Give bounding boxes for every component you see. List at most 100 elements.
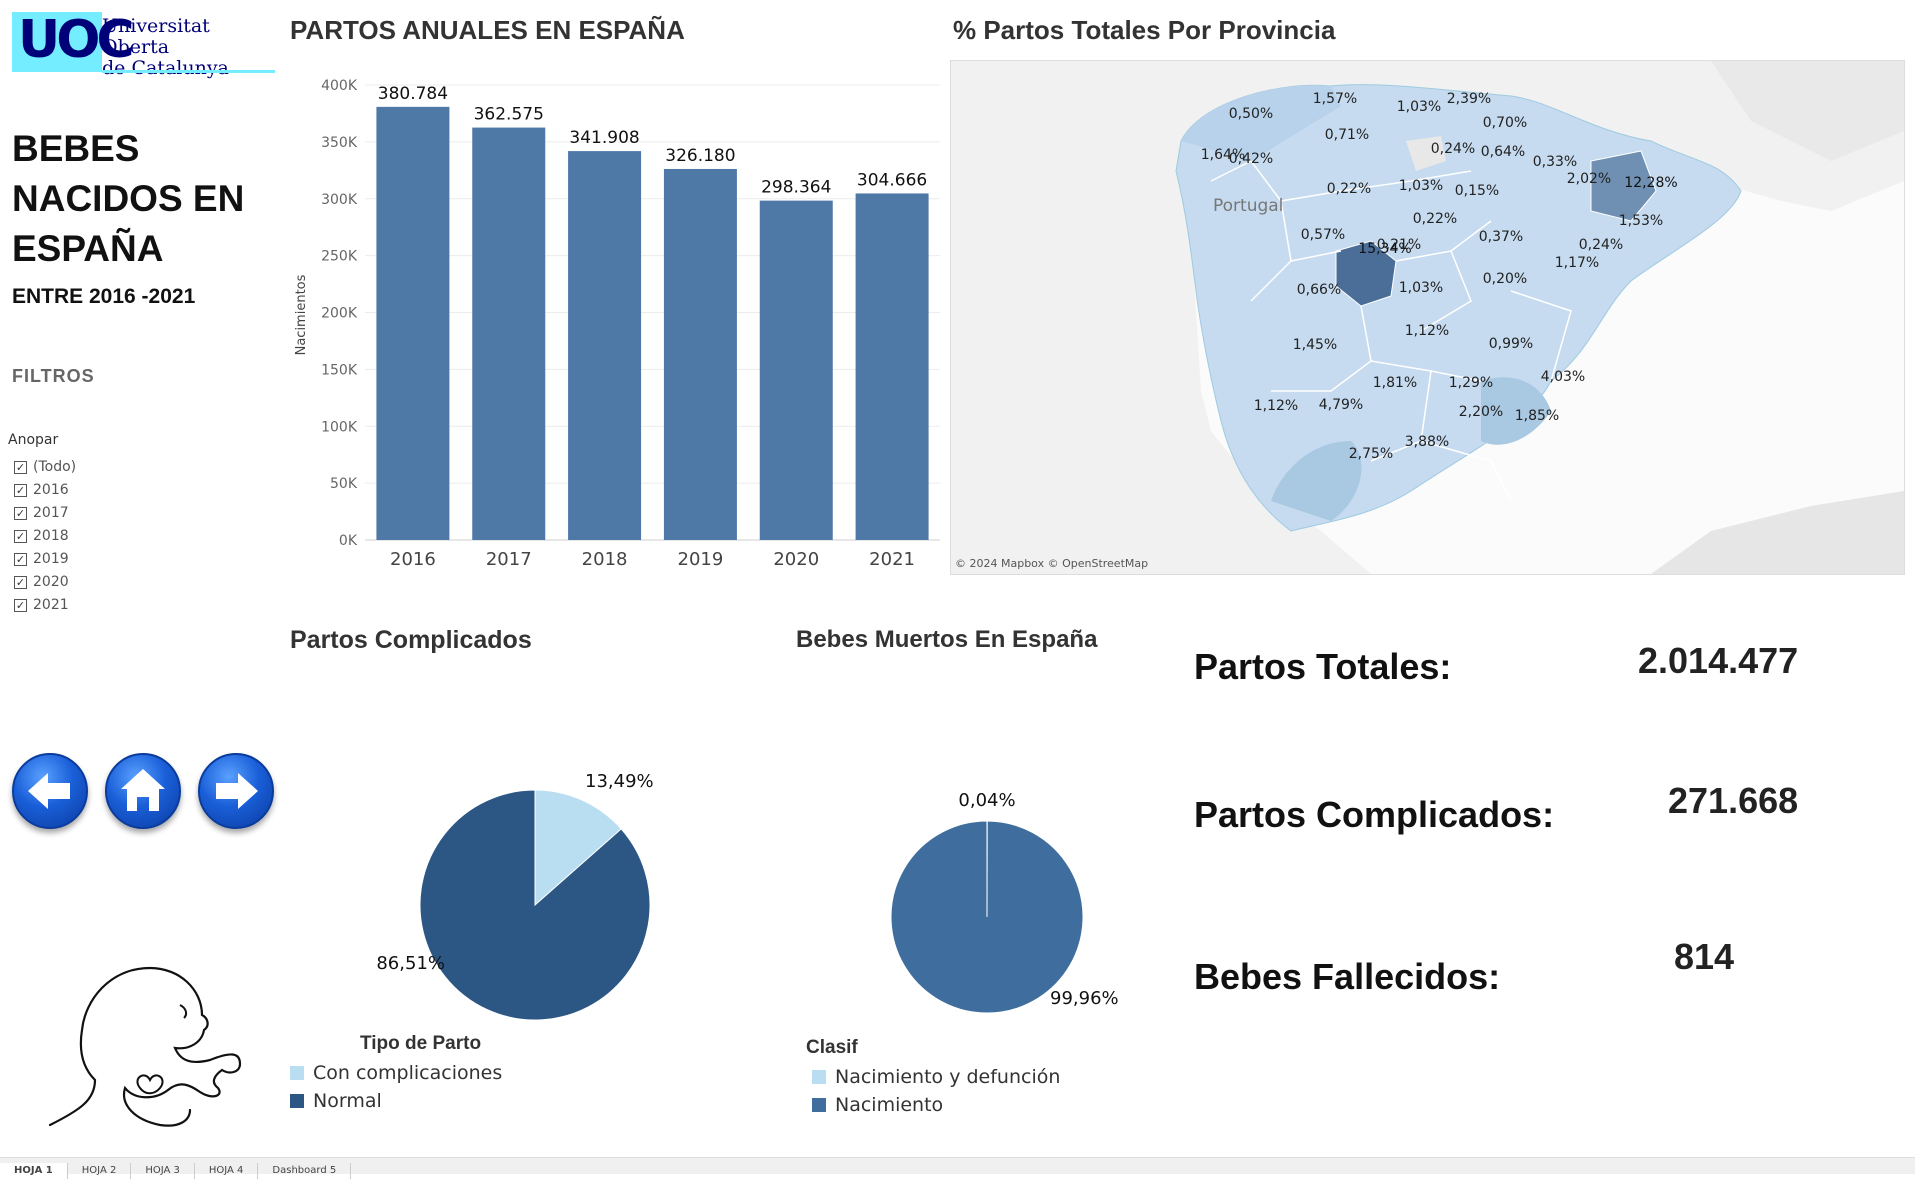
filter-option-label: 2018 (33, 525, 69, 548)
annual-births-bar-chart: 0K50K100K150K200K250K300K350K400KNacimie… (285, 60, 950, 580)
province-percent-label: 1,29% (1449, 375, 1493, 391)
filter-option-label: 2019 (33, 548, 69, 571)
province-percent-label: 12,28% (1624, 175, 1677, 191)
filter-checkbox[interactable]: ✓ (14, 507, 27, 520)
y-tick-label: 100K (321, 419, 358, 435)
province-percent-label: 0,99% (1489, 336, 1533, 352)
filter-option[interactable]: ✓(Todo) (14, 456, 76, 479)
legend-label: Con complicaciones (313, 1062, 502, 1084)
legend-swatch (812, 1070, 826, 1084)
y-tick-label: 300K (321, 192, 358, 208)
province-map[interactable]: 1,57%2,39%1,03%0,50%0,70%0,71%1,64%0,24%… (950, 60, 1905, 575)
province-percent-label: 2,02% (1567, 171, 1611, 187)
arrow-left-icon (14, 755, 86, 827)
uoc-logo-mark: UOC (12, 12, 102, 72)
filter-option[interactable]: ✓ 2021 (14, 594, 76, 617)
filter-option[interactable]: ✓ 2018 (14, 525, 76, 548)
kpi-complicated-label: Partos Complicados: (1194, 794, 1554, 836)
bar-data-label: 341.908 (569, 128, 639, 148)
pie-slice-1 (891, 821, 1083, 1013)
province-percent-label: 4,79% (1319, 397, 1363, 413)
sheet-tab[interactable]: HOJA 4 (195, 1163, 259, 1179)
legend-swatch (812, 1098, 826, 1112)
sheet-tab[interactable]: HOJA 1 (0, 1163, 68, 1179)
map-country-label: Portugal (1213, 196, 1283, 216)
province-percent-label: 1,45% (1293, 337, 1337, 353)
filter-checkbox[interactable]: ✓ (14, 530, 27, 543)
filter-checkbox[interactable]: ✓ (14, 553, 27, 566)
y-tick-label: 50K (330, 476, 358, 492)
filter-checkbox[interactable]: ✓ (14, 576, 27, 589)
province-percent-label: 0,71% (1325, 127, 1369, 143)
kpi-complicated-value: 271.668 (1668, 780, 1798, 822)
prev-page-button[interactable] (12, 753, 88, 829)
x-tick-label: 2016 (390, 549, 436, 570)
province-map-canvas: 1,57%2,39%1,03%0,50%0,70%0,71%1,64%0,24%… (951, 61, 1904, 574)
sheet-tab[interactable]: HOJA 2 (68, 1163, 132, 1179)
next-page-button[interactable] (198, 753, 274, 829)
province-percent-label: 1,81% (1373, 375, 1417, 391)
province-percent-label: 1,12% (1405, 323, 1449, 339)
legend-item[interactable]: Normal (290, 1087, 502, 1115)
province-percent-label: 0,33% (1533, 154, 1577, 170)
dashboard-subtitle: ENTRE 2016 -2021 (12, 285, 195, 309)
baby-deaths-pie: 0,04% 99,96% (860, 770, 1180, 1030)
baby-illustration (40, 960, 250, 1130)
filter-option[interactable]: ✓ 2019 (14, 548, 76, 571)
legend-swatch (290, 1066, 304, 1080)
filter-option-label: 2020 (33, 571, 69, 594)
pie2-legend-title: Clasif (806, 1037, 1060, 1059)
bar-2018 (568, 151, 641, 540)
home-icon (107, 755, 179, 827)
filter-option-label: 2017 (33, 502, 69, 525)
province-percent-label: 1,85% (1515, 408, 1559, 424)
legend-item[interactable]: Nacimiento y defunción (812, 1063, 1060, 1091)
kpi-panel: Partos Totales: 2.014.477 Partos Complic… (1190, 620, 1890, 1020)
legend-item[interactable]: Con complicaciones (290, 1059, 502, 1087)
uoc-logo: UOC Universitat Oberta de Catalunya (10, 10, 275, 76)
bar-2021 (856, 193, 929, 540)
pie1-legend-title: Tipo de Parto (360, 1033, 502, 1055)
filter-option[interactable]: ✓ 2016 (14, 479, 76, 502)
province-percent-label: 0,22% (1413, 211, 1457, 227)
pie-data-label: 99,96% (1050, 988, 1119, 1009)
y-tick-label: 250K (321, 249, 358, 265)
province-percent-label: 1,12% (1254, 398, 1298, 414)
bar-chart-title: PARTOS ANUALES EN ESPAÑA (290, 15, 685, 46)
province-percent-label: 0,20% (1483, 271, 1527, 287)
filter-checkbox[interactable]: ✓ (14, 484, 27, 497)
complicated-births-pie: 13,49%86,51% (330, 760, 720, 1040)
filter-checkbox[interactable]: ✓ (14, 461, 27, 474)
province-percent-label: 0,24% (1579, 237, 1623, 253)
filter-option[interactable]: ✓ 2017 (14, 502, 76, 525)
kpi-total-value: 2.014.477 (1638, 640, 1798, 682)
sheet-tab[interactable]: Dashboard 5 (258, 1163, 351, 1179)
y-tick-label: 200K (321, 306, 358, 322)
province-percent-label: 0,70% (1483, 115, 1527, 131)
province-percent-label: 4,03% (1541, 369, 1585, 385)
bar-data-label: 304.666 (857, 170, 927, 190)
province-percent-label: 1,03% (1399, 280, 1443, 296)
bar-2016 (376, 107, 449, 540)
x-tick-label: 2021 (869, 549, 915, 570)
pie-data-label: 0,04% (958, 790, 1015, 811)
province-percent-label: 3,88% (1405, 434, 1449, 450)
province-percent-label: 0,42% (1229, 151, 1273, 167)
province-percent-label: 0,64% (1481, 144, 1525, 160)
bar-2019 (664, 169, 737, 540)
legend-item[interactable]: Nacimiento (812, 1091, 1060, 1119)
map-title: % Partos Totales Por Provincia (953, 15, 1335, 46)
province-percent-label: 1,17% (1555, 255, 1599, 271)
province-percent-label: 1,53% (1619, 213, 1663, 229)
sheet-tab[interactable]: HOJA 3 (131, 1163, 195, 1179)
bar-2020 (760, 201, 833, 540)
filter-checkbox[interactable]: ✓ (14, 599, 27, 612)
filter-option-label: 2021 (33, 594, 69, 617)
pie-data-label: 13,49% (585, 771, 654, 792)
filter-option-label: 2016 (33, 479, 69, 502)
home-button[interactable] (105, 753, 181, 829)
filter-option[interactable]: ✓ 2020 (14, 571, 76, 594)
province-percent-label: 1,03% (1397, 99, 1441, 115)
bar-data-label: 298.364 (761, 178, 831, 198)
